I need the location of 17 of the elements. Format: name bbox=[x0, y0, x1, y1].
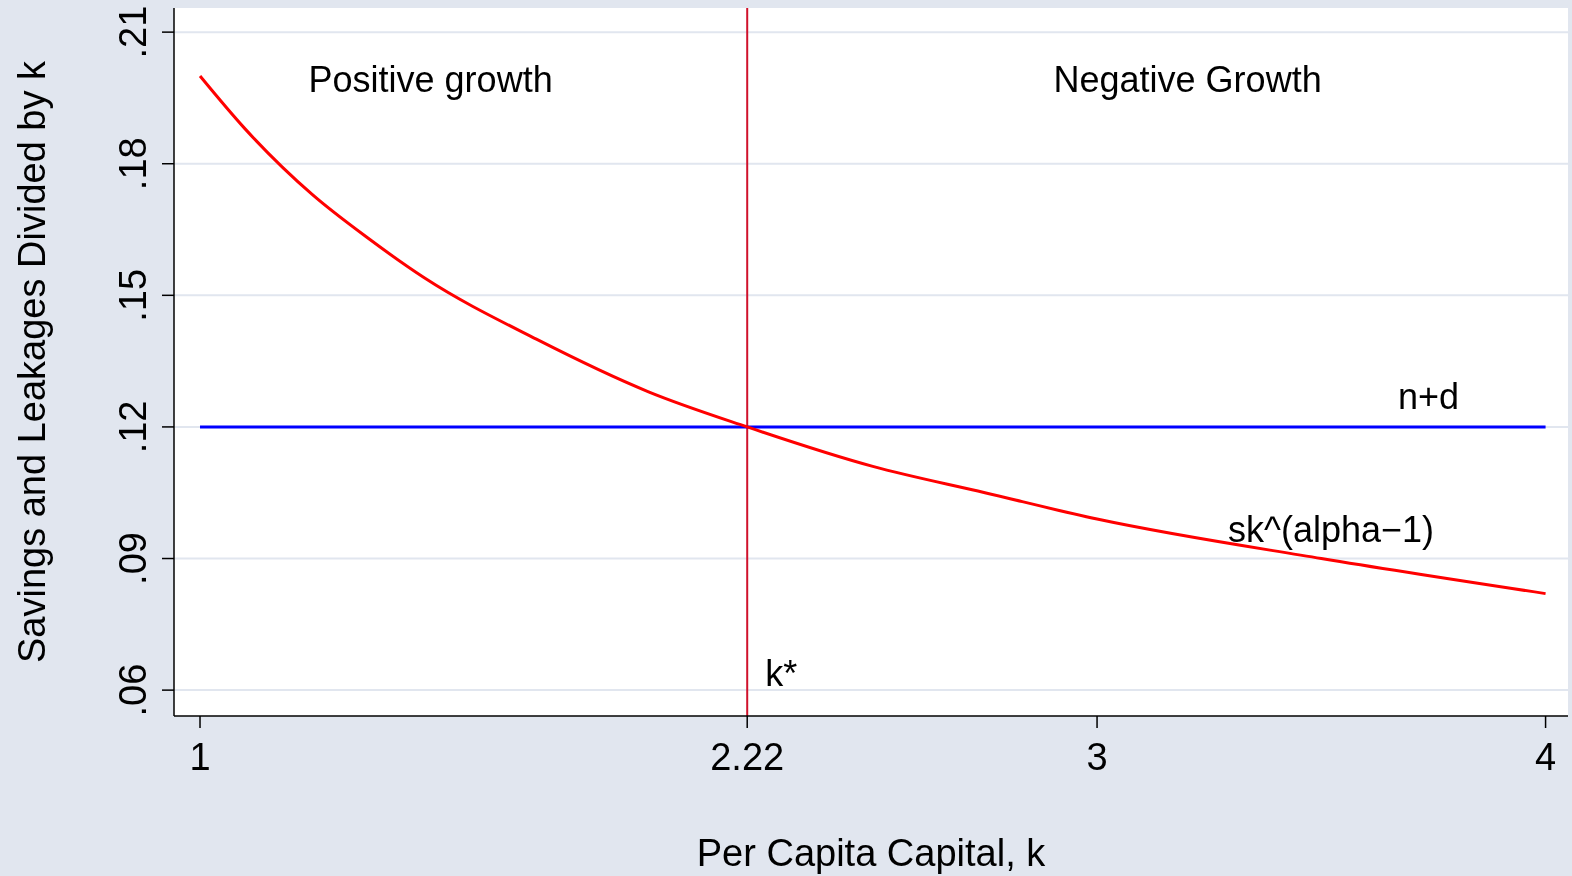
y-tick-label: .18 bbox=[112, 137, 154, 191]
annotation: Positive growth bbox=[308, 59, 553, 100]
x-tick-label: 1 bbox=[189, 736, 211, 778]
y-tick-label: .09 bbox=[112, 532, 154, 585]
x-axis-title: Per Capita Capital, k bbox=[696, 832, 1047, 874]
y-tick-label: .06 bbox=[112, 663, 154, 717]
ref-line-label: k* bbox=[765, 653, 798, 694]
y-axis-title: Savings and Leakages Divided by k bbox=[11, 59, 53, 664]
x-tick-label: 2.22 bbox=[710, 736, 785, 778]
x-tick-label: 4 bbox=[1535, 736, 1557, 778]
series-label: n+d bbox=[1398, 375, 1460, 417]
annotation: Negative Growth bbox=[1053, 59, 1322, 100]
series-label: sk^(alpha−1) bbox=[1228, 509, 1435, 551]
x-tick-label: 3 bbox=[1086, 736, 1108, 778]
y-tick-label: .15 bbox=[112, 268, 154, 322]
y-tick-label: .12 bbox=[112, 400, 154, 454]
y-tick-label: .21 bbox=[112, 5, 154, 59]
